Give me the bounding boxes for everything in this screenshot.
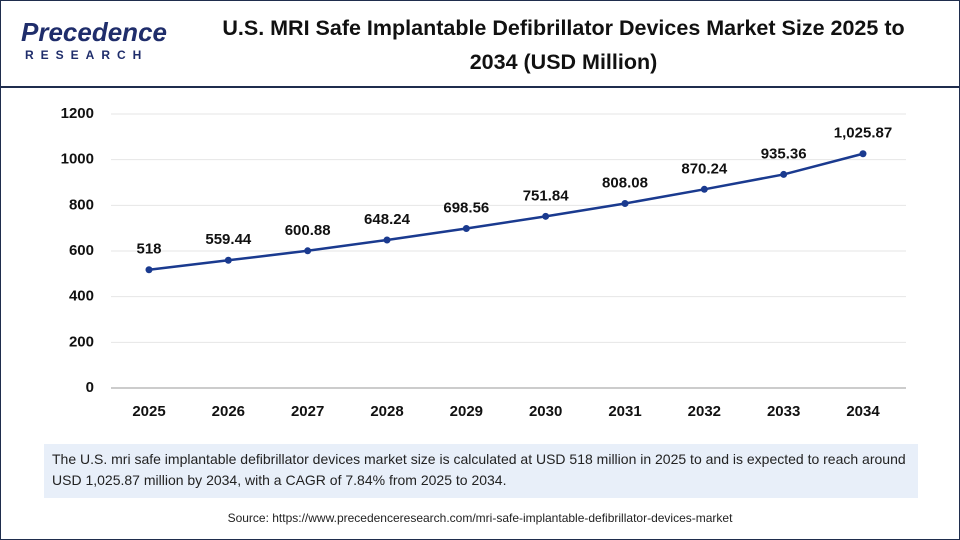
data-point (383, 236, 391, 244)
x-tick-label: 2029 (450, 403, 483, 420)
data-label: 808.08 (602, 174, 648, 191)
data-label: 600.88 (285, 222, 331, 239)
x-tick-label: 2030 (529, 403, 562, 420)
y-tick-label: 0 (86, 379, 94, 396)
source: Source: https://www.precedenceresearch.c… (227, 511, 733, 525)
x-tick-label: 2032 (688, 403, 721, 420)
data-point (462, 224, 470, 232)
chart: 0 200 400 600 800 1000 1200 2025 2026 2027 2028 202… (61, 105, 906, 420)
x-tick-label: 2025 (132, 403, 165, 420)
header-rule (1, 86, 959, 88)
logo-name: Precedence (21, 17, 167, 47)
data-point (304, 247, 312, 255)
data-point (859, 150, 867, 158)
series-line (148, 152, 864, 271)
data-label: 935.36 (761, 145, 807, 162)
data-point (621, 199, 629, 207)
y-tick-label: 600 (69, 242, 94, 259)
description: The U.S. mri safe implantable defibrilla… (44, 444, 918, 498)
x-tick-label: 2034 (846, 403, 880, 420)
x-tick-label: 2027 (291, 403, 324, 420)
data-label: 870.24 (681, 160, 728, 177)
logo-tagline: RESEARCH (25, 48, 149, 62)
data-point (224, 256, 232, 264)
data-label: 518 (136, 241, 161, 258)
y-tick-label: 1200 (61, 105, 94, 122)
x-tick-label: 2031 (608, 403, 641, 420)
chart-title: U.S. MRI Safe Implantable Defibrillator … (222, 16, 905, 74)
y-tick-label: 400 (69, 288, 94, 305)
data-label: 751.84 (523, 187, 570, 204)
data-point (780, 170, 788, 178)
x-tick-label: 2033 (767, 403, 800, 420)
data-point (542, 212, 550, 220)
y-tick-label: 200 (69, 333, 94, 350)
data-label: 559.44 (205, 231, 252, 248)
y-tick-label: 800 (69, 196, 94, 213)
y-tick-label: 1000 (61, 151, 94, 168)
x-tick-label: 2028 (370, 403, 403, 420)
data-point (145, 266, 153, 274)
data-point (700, 185, 708, 193)
x-tick-label: 2026 (212, 403, 245, 420)
data-label: 698.56 (443, 199, 489, 216)
data-label: 1,025.87 (834, 125, 892, 142)
data-label: 648.24 (364, 211, 411, 228)
